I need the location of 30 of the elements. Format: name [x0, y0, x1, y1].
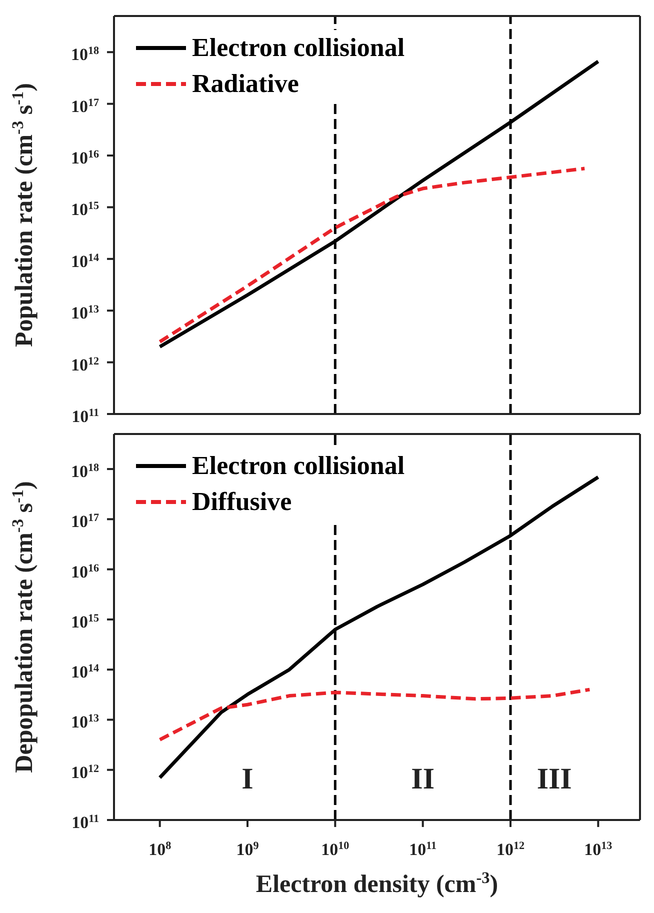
x-tick-label: 10$^{12}$ [496, 840, 526, 859]
x-tick-label: 10$^{11}$ [409, 840, 437, 859]
legend-label: Electron collisional [192, 33, 405, 63]
y-tick-label: 10$^{13}$ [70, 712, 100, 732]
annotation: I [242, 762, 254, 796]
x-tick-label: 10$^{9}$ [236, 840, 260, 859]
y-tick-label: 10$^{13}$ [70, 304, 100, 323]
y-tick-label: 10$^{17}$ [70, 512, 100, 532]
annotation: II [411, 762, 435, 796]
y-tick-label: 10$^{18}$ [70, 462, 100, 482]
y-tick-label: 10$^{12}$ [70, 355, 100, 374]
y-tick-label: 10$^{14}$ [70, 662, 100, 682]
x-tick-label: 10$^{10}$ [321, 840, 350, 859]
annotation: III [536, 762, 572, 796]
y-tick-label: 10$^{11}$ [72, 813, 99, 832]
legend-label: Radiative [192, 69, 299, 99]
x-axis-title: Electron density (cm$^{-3}$) [256, 869, 498, 898]
y-tick-label: 10$^{18}$ [70, 45, 100, 64]
y-tick-label: 10$^{15}$ [70, 200, 100, 220]
y-tick-label: 10$^{17}$ [70, 96, 100, 116]
y-tick-label: 10$^{15}$ [70, 612, 100, 632]
legend-label: Diffusive [192, 487, 292, 517]
x-tick-label: 10$^{8}$ [148, 840, 172, 859]
y-tick-label: 10$^{16}$ [70, 148, 100, 168]
x-tick-label: 10$^{13}$ [584, 840, 613, 859]
y-tick-label: 10$^{16}$ [70, 562, 100, 582]
y-tick-label: 10$^{14}$ [70, 252, 100, 271]
y-tick-label: 10$^{12}$ [70, 762, 100, 782]
y-tick-label: 10$^{11}$ [72, 407, 99, 426]
legend-label: Electron collisional [192, 451, 405, 481]
